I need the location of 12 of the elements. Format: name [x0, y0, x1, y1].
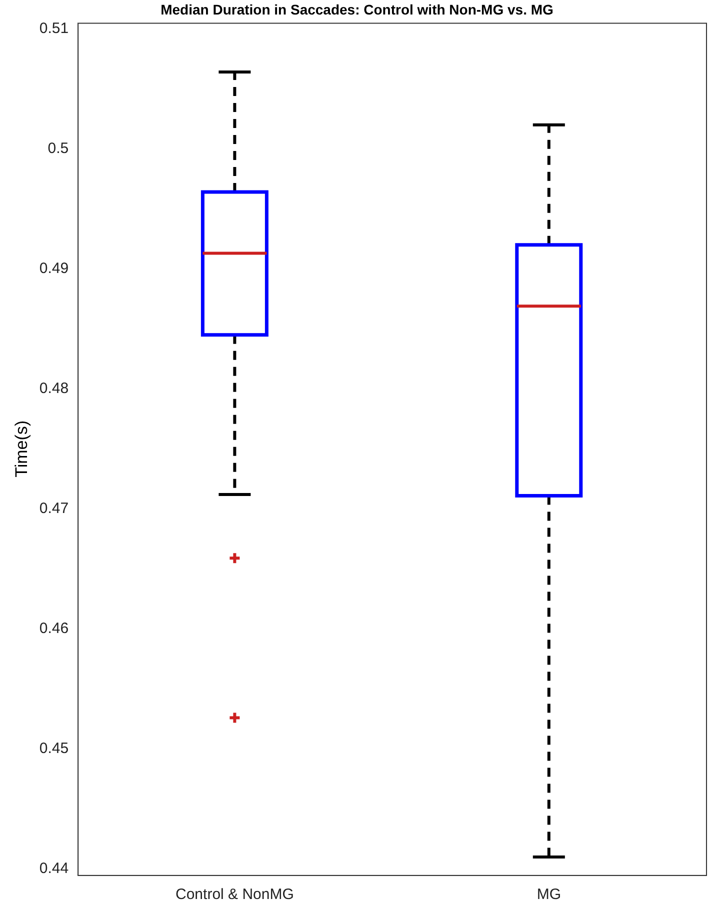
x-tick-label: MG [536, 886, 561, 904]
y-tick-label: 0.47 [39, 500, 69, 518]
y-tick-label: 0.5 [48, 140, 69, 157]
y-axis-title: Time(s) [12, 420, 31, 478]
chart-title: Median Duration in Saccades: Control with Non-MG vs. MG [160, 1, 554, 18]
x-tick-label: Control & NonMG [176, 886, 294, 904]
y-tick-label: 0.51 [39, 20, 69, 37]
y-tick-label: 0.49 [39, 260, 69, 277]
y-tick-label: 0.44 [39, 860, 69, 878]
y-tick-label: 0.46 [39, 620, 69, 638]
y-tick-label: 0.45 [39, 740, 69, 758]
y-tick-label: 0.48 [39, 380, 69, 398]
